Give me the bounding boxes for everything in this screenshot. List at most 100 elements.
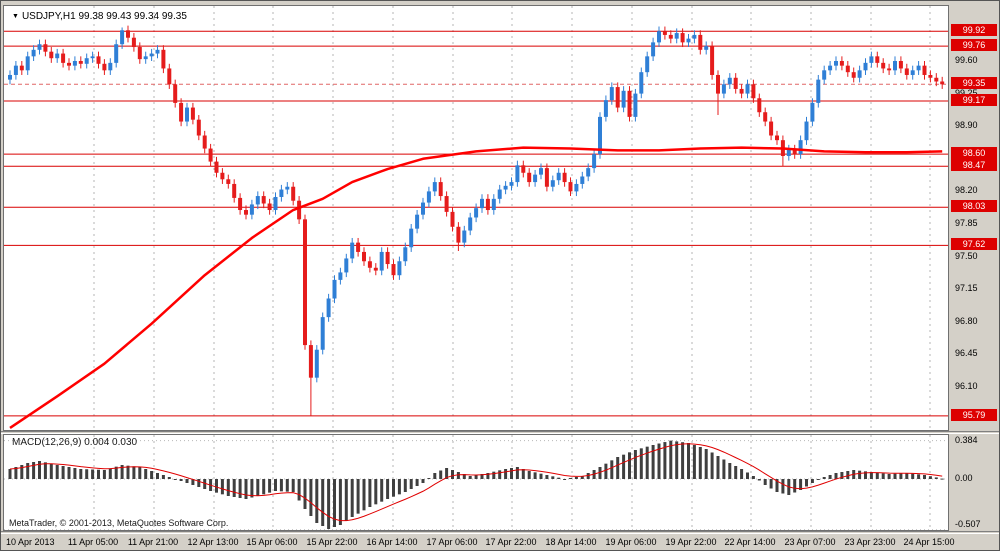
panel-divider-bottom[interactable] xyxy=(1,531,999,534)
macd-bar xyxy=(834,473,838,479)
candle-body xyxy=(155,49,160,54)
chart-symbol-label: ▼ USDJPY,H1 99.38 99.43 99.34 99.35 xyxy=(12,11,187,22)
macd-bar xyxy=(333,479,336,527)
candle-body xyxy=(603,100,608,117)
candle-body xyxy=(539,168,543,175)
candle-body xyxy=(816,79,821,103)
macd-bar xyxy=(722,459,726,479)
candle-body xyxy=(438,182,443,197)
macd-bar xyxy=(610,460,614,479)
macd-bar xyxy=(858,470,862,479)
time-label: 18 Apr 14:00 xyxy=(545,537,597,547)
macd-bar xyxy=(923,475,926,479)
macd-bar xyxy=(639,448,643,479)
macd-tick: 0.384 xyxy=(955,435,978,445)
macd-bar xyxy=(887,474,891,479)
macd-bar xyxy=(97,469,100,479)
macd-panel[interactable]: MACD(12,26,9) 0.004 0.030 MetaTrader, © … xyxy=(3,434,949,531)
candle-body xyxy=(792,149,797,155)
macd-bar xyxy=(651,445,655,479)
candle-body xyxy=(898,61,903,69)
candle-body xyxy=(769,121,774,136)
macd-bar xyxy=(156,473,159,479)
macd-bar xyxy=(934,477,938,479)
price-chart-canvas[interactable] xyxy=(4,6,948,430)
copyright-text: MetaTrader, © 2001-2013, MetaQuotes Soft… xyxy=(9,518,229,528)
macd-bar xyxy=(846,471,850,479)
macd-bar xyxy=(681,442,685,479)
macd-bar xyxy=(521,469,525,479)
macd-bar xyxy=(297,479,301,501)
macd-bar xyxy=(274,479,277,491)
macd-bar xyxy=(403,479,407,492)
candles-layer xyxy=(8,25,945,416)
panel-divider[interactable] xyxy=(1,431,999,434)
candle-body xyxy=(67,62,71,66)
price-chart-panel[interactable]: ▼ USDJPY,H1 99.38 99.43 99.34 99.35 xyxy=(3,5,949,431)
candle-body xyxy=(226,179,231,184)
macd-bar xyxy=(586,473,590,479)
ma-line xyxy=(9,146,943,430)
candle-body xyxy=(556,172,561,181)
macd-bar xyxy=(740,469,744,479)
macd-bar xyxy=(569,478,572,479)
candle-body xyxy=(220,172,225,180)
macd-canvas[interactable] xyxy=(4,435,948,530)
candle-body xyxy=(804,121,809,141)
macd-bar xyxy=(486,473,490,479)
price-tick: 98.20 xyxy=(955,185,978,196)
macd-bar xyxy=(917,474,921,479)
macd-bar xyxy=(238,479,242,498)
time-axis[interactable]: 10 Apr 2013 11 Apr 05:00 11 Apr 21:00 12 Ap… xyxy=(1,534,999,550)
macd-bar xyxy=(167,477,171,479)
candle-body xyxy=(621,90,626,108)
candle-body xyxy=(267,203,272,211)
macd-bar xyxy=(468,476,472,479)
price-level-tag: 98.47 xyxy=(951,159,997,172)
macd-grid-layer xyxy=(93,435,931,530)
candle-body xyxy=(645,56,650,73)
candle-body xyxy=(208,148,213,162)
candle-body xyxy=(397,261,402,276)
candle-body xyxy=(367,261,372,268)
macd-bar xyxy=(775,479,779,492)
candle-body xyxy=(863,62,868,71)
candle-body xyxy=(727,77,732,85)
macd-bar xyxy=(114,466,118,479)
macd-bar xyxy=(704,449,708,479)
candle-body xyxy=(202,135,207,149)
symbol-dropdown-icon[interactable]: ▼ xyxy=(12,13,19,20)
macd-bar xyxy=(409,479,413,489)
macd-bar xyxy=(291,479,295,492)
candle-body xyxy=(710,46,715,75)
macd-bar xyxy=(622,454,626,479)
macd-bar xyxy=(356,479,360,514)
macd-bar xyxy=(781,479,785,494)
candle-body xyxy=(31,49,36,57)
macd-bar xyxy=(692,445,696,479)
macd-bar xyxy=(545,475,549,479)
macd-bar xyxy=(126,465,130,479)
macd-bar xyxy=(26,463,30,479)
candle-body xyxy=(798,140,803,155)
time-label: 17 Apr 06:00 xyxy=(426,537,478,547)
macd-bar xyxy=(510,468,513,479)
price-axis[interactable]: 99.60 99.25 98.90 98.20 97.85 97.50 97.15 96.80… xyxy=(949,5,999,431)
candle-body xyxy=(356,242,361,252)
candle-body xyxy=(143,56,148,60)
macd-bar xyxy=(20,465,24,479)
macd-bar xyxy=(32,462,36,479)
candle-body xyxy=(61,53,66,63)
macd-bar xyxy=(527,471,531,479)
candle-body xyxy=(822,70,827,80)
candle-body xyxy=(297,200,302,220)
macd-bar xyxy=(374,479,378,505)
candle-body xyxy=(928,74,933,78)
candle-body xyxy=(533,174,538,183)
macd-bar xyxy=(67,467,71,479)
candle-body xyxy=(692,34,697,39)
candle-body xyxy=(515,165,520,183)
macd-bar xyxy=(769,479,773,489)
candle-body xyxy=(244,210,248,215)
